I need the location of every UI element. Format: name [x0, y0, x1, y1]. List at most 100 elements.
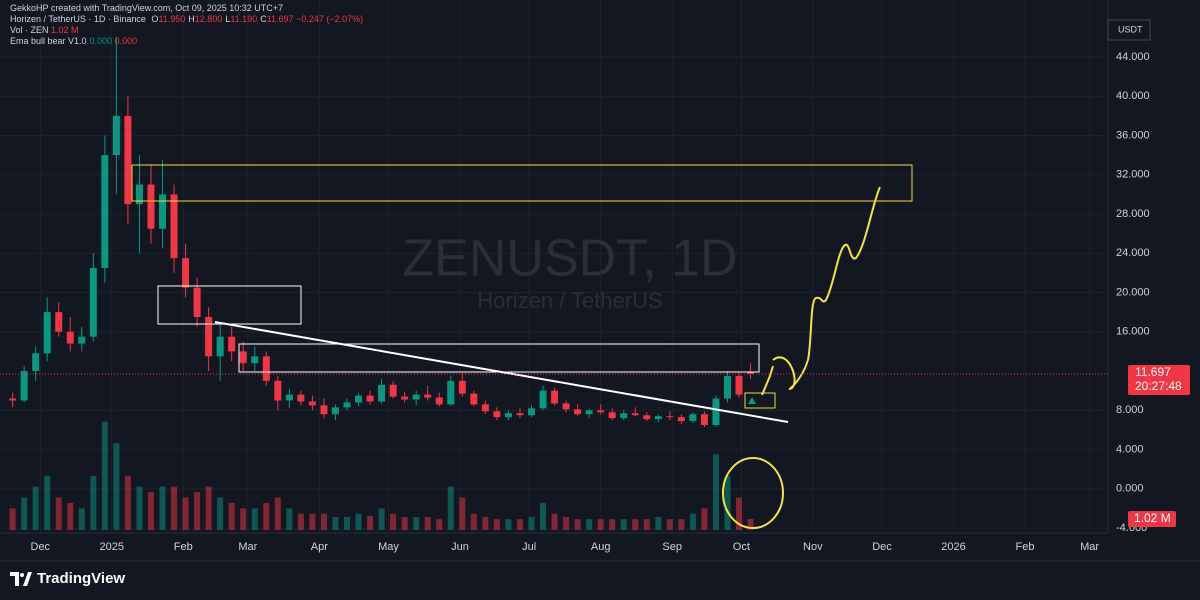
volume-name: Vol · ZEN: [10, 25, 49, 35]
candle-body: [366, 395, 374, 402]
candle-body: [170, 194, 178, 259]
volume-bar: [251, 508, 258, 530]
volume-bar: [55, 497, 62, 530]
volume-bar: [666, 519, 673, 530]
volume-bar: [563, 517, 570, 530]
candle-body: [389, 384, 397, 397]
candle-body: [147, 184, 155, 229]
candle-body: [135, 184, 143, 205]
ohlc-key: C: [260, 14, 267, 24]
volume-bar: [44, 475, 51, 530]
projection-curve: [761, 186, 881, 396]
volume-bar: [505, 519, 512, 530]
candle-body: [159, 194, 167, 229]
y-tick-label: 0.000: [1116, 483, 1144, 495]
candle-body: [631, 413, 639, 416]
candle-body: [424, 394, 432, 398]
trendline: [214, 321, 789, 423]
y-tick-label: 36.000: [1116, 129, 1150, 141]
volume-bar: [147, 492, 154, 530]
candle-body: [700, 414, 708, 426]
candle-body: [527, 408, 535, 416]
volume-bar: [124, 475, 131, 530]
volume-bar: [620, 519, 627, 530]
candle-body: [412, 394, 420, 400]
legend: GekkoHP created with TradingView.com, Oc…: [10, 3, 363, 47]
ohlc-value: 12.800: [194, 14, 223, 24]
x-tick-label: Nov: [803, 541, 823, 553]
candle-body: [43, 312, 51, 354]
candle-body: [205, 317, 213, 357]
volume-bar: [574, 519, 581, 530]
last-price-label: 11.697: [1135, 365, 1171, 379]
candle-body: [493, 411, 501, 418]
candle-body: [504, 413, 512, 418]
ohlc-value: 11.190: [230, 14, 258, 24]
candle-body: [112, 115, 120, 156]
x-tick-label: Mar: [1080, 541, 1099, 553]
candle-body: [182, 258, 190, 288]
volume-bar: [747, 518, 754, 530]
y-tick-label: 28.000: [1116, 208, 1150, 220]
candle-body: [101, 155, 109, 268]
x-tick-label: Aug: [591, 541, 611, 553]
candles: [9, 37, 755, 427]
volume-value: 1.02 M: [51, 25, 79, 35]
candle-body: [447, 380, 455, 405]
volume-bar: [413, 517, 420, 530]
volume-bar: [113, 443, 120, 530]
x-tick-label: Dec: [31, 541, 51, 553]
x-tick-label: Feb: [1015, 541, 1034, 553]
candle-body: [55, 312, 63, 332]
x-tick-label: Jul: [522, 541, 536, 553]
candle-body: [228, 336, 236, 352]
volume-bar: [32, 486, 39, 530]
candle-body: [747, 371, 755, 375]
volume-bar: [194, 492, 201, 530]
volume-bar: [609, 519, 616, 530]
volume-bar: [78, 508, 85, 530]
volume-bar: [159, 486, 166, 530]
volume-bar: [736, 497, 743, 530]
volume-bar: [436, 519, 443, 530]
logo: [10, 571, 32, 586]
volume-bar: [205, 486, 212, 530]
candle-body: [597, 410, 605, 413]
candle-body: [481, 404, 489, 412]
ema-value: 0.000: [114, 36, 138, 46]
candle-body: [516, 413, 524, 416]
volume-bar: [297, 513, 304, 530]
x-tick-label: Sep: [662, 541, 682, 553]
ohlc-key: L: [225, 14, 231, 24]
ohlc: O11.950 H12.800 L11.190 C11.697: [148, 14, 293, 24]
ema-name: Ema bull bear V1.0: [10, 36, 87, 46]
candle-body: [320, 405, 328, 415]
volume-bar: [551, 513, 558, 530]
volume-bar: [643, 519, 650, 530]
symbol: Horizen / TetherUS · 1D · Binance: [10, 14, 146, 24]
change: −0.247 (−2.07%): [296, 14, 364, 24]
candle-body: [274, 380, 282, 401]
symbol-line: Horizen / TetherUS · 1D · Binance O11.95…: [10, 14, 363, 25]
candle-body: [331, 407, 339, 415]
last-price-box: [1128, 365, 1190, 396]
volume-bar: [724, 475, 731, 530]
volume-bar: [493, 519, 500, 530]
volume-bar: [678, 519, 685, 530]
y-tick-label: 16.000: [1116, 326, 1150, 338]
volume-bar: [597, 519, 604, 530]
watermark-subtitle: Horizen / TetherUS: [477, 288, 662, 313]
candle-body: [297, 394, 305, 402]
x-tick-label: Mar: [238, 541, 257, 553]
x-tick-label: Oct: [733, 541, 750, 553]
volume-bar: [367, 515, 374, 530]
y-tick-label: 4.000: [1116, 443, 1144, 455]
x-tick-label: 2026: [941, 541, 965, 553]
volume-bar: [9, 508, 16, 530]
volume-bar: [470, 513, 477, 530]
y-tick-label: 44.000: [1116, 51, 1150, 63]
ohlc-value: 11.697: [266, 14, 294, 24]
volume-bars: [9, 421, 754, 530]
